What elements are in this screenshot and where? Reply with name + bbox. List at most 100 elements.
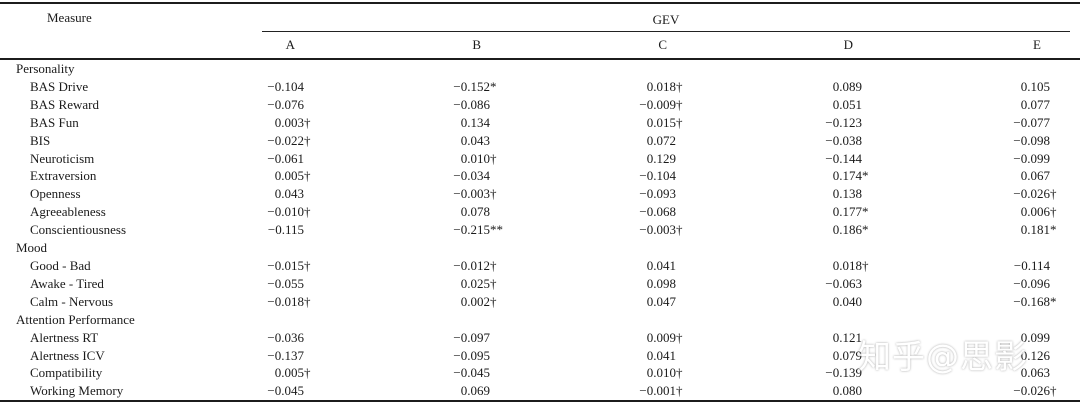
value-text: 0.069: [460, 383, 490, 399]
value-cell: −0.104: [589, 167, 753, 185]
value-text: −0.099: [1013, 150, 1050, 166]
value-text: 0.010: [460, 150, 490, 166]
value-text: −0.009: [639, 96, 676, 112]
measure-cell: Alertness ICV: [30, 347, 105, 363]
measure-cell: BAS Reward: [30, 96, 99, 112]
value-cell: 0.105: [916, 78, 1080, 96]
value-cell: 0.047: [589, 293, 753, 311]
table-row: Good - Bad −0.015† −0.012† 0.041 0.018† −0.11…: [0, 257, 1080, 275]
column-header-e: E: [916, 32, 1080, 60]
measure-cell: BAS Drive: [30, 78, 89, 94]
value-text: 0.129: [646, 150, 676, 166]
measure-cell: Compatibility: [30, 365, 103, 381]
value-cell: −0.076: [262, 96, 426, 114]
table-row: Alertness ICV −0.137 −0.095 0.041 0.079 0.126: [0, 347, 1080, 365]
value-cell: 0.077: [916, 96, 1080, 114]
value-cell: 0.002†: [460, 293, 497, 309]
header-row-groups: Measure GEV: [0, 3, 1080, 32]
section-label: Personality: [16, 61, 75, 76]
value-text: 0.003: [274, 114, 304, 130]
measure-cell: Working Memory: [30, 383, 124, 399]
column-header-d: D: [753, 32, 916, 60]
value-text: 0.018: [646, 78, 676, 94]
value-cell: −0.055: [262, 275, 426, 293]
value-cell: −0.215**: [453, 222, 503, 238]
value-cell: −0.139: [753, 364, 916, 382]
column-header-a: A: [262, 32, 426, 60]
value-cell: −0.104: [262, 78, 426, 96]
value-cell: 0.025†: [460, 275, 497, 291]
value-text: 0.080: [832, 383, 862, 399]
value-text: −0.045: [453, 365, 490, 381]
value-text: 0.063: [1020, 365, 1050, 381]
column-header-b: B: [426, 32, 589, 60]
value-cell: 0.018†: [832, 257, 869, 273]
table-row: BAS Fun 0.003† 0.134 0.015† −0.123 −0.077: [0, 114, 1080, 132]
value-text: −0.215: [453, 222, 490, 238]
value-text: 0.041: [646, 347, 676, 363]
value-cell: −0.077: [916, 114, 1080, 132]
value-cell: −0.022†: [267, 132, 311, 148]
measure-cell: Awake - Tired: [30, 275, 104, 291]
value-cell: 0.010†: [646, 365, 683, 381]
value-cell: −0.018†: [267, 293, 311, 309]
value-text: 0.134: [460, 114, 490, 130]
value-cell: 0.138: [753, 185, 916, 203]
value-text: −0.104: [267, 78, 304, 94]
value-cell: 0.009†: [646, 329, 683, 345]
value-cell: −0.123: [753, 114, 916, 132]
value-cell: 0.129: [589, 150, 753, 168]
table-row: Extraversion 0.005† −0.034 −0.104 0.174* 0.06…: [0, 167, 1080, 185]
value-text: 0.089: [832, 78, 862, 94]
value-text: −0.003: [639, 222, 676, 238]
value-cell: −0.063: [753, 275, 916, 293]
value-text: −0.018: [267, 293, 304, 309]
value-text: −0.001: [639, 383, 676, 399]
value-text: 0.121: [832, 329, 862, 345]
value-text: 0.006: [1020, 204, 1050, 220]
measure-cell: Agreeableness: [30, 204, 106, 220]
value-cell: 0.041: [589, 347, 753, 365]
value-cell: −0.137: [262, 347, 426, 365]
value-text: 0.040: [832, 293, 862, 309]
value-cell: −0.061: [262, 150, 426, 168]
value-text: −0.086: [453, 96, 490, 112]
value-cell: −0.099: [916, 150, 1080, 168]
table-header: Measure GEV A B C D E: [0, 3, 1080, 60]
value-text: −0.096: [1013, 275, 1050, 291]
value-cell: 0.079: [753, 347, 916, 365]
value-text: −0.095: [453, 347, 490, 363]
value-text: −0.123: [825, 114, 862, 130]
value-cell: 0.051: [753, 96, 916, 114]
value-cell: −0.036: [262, 329, 426, 347]
value-text: −0.010: [267, 204, 304, 220]
value-cell: 0.003†: [274, 114, 311, 130]
value-cell: 0.067: [916, 167, 1080, 185]
value-text: −0.026: [1013, 383, 1050, 399]
column-header-c: C: [589, 32, 753, 60]
value-cell: 0.040: [753, 293, 916, 311]
value-cell: 0.043: [262, 185, 426, 203]
value-text: −0.034: [453, 168, 490, 184]
measure-cell: BIS: [30, 132, 51, 148]
value-text: −0.115: [267, 222, 304, 238]
value-cell: −0.152*: [453, 78, 497, 94]
section-row: Mood: [0, 239, 1080, 257]
value-cell: −0.034: [426, 167, 589, 185]
measure-cell: Good - Bad: [30, 257, 91, 273]
value-cell: −0.001†: [639, 383, 683, 399]
value-cell: 0.005†: [274, 365, 311, 381]
value-text: −0.137: [267, 347, 304, 363]
value-cell: −0.115: [262, 221, 426, 239]
value-text: 0.078: [460, 204, 490, 220]
value-text: 0.126: [1020, 347, 1050, 363]
value-text: 0.015: [646, 114, 676, 130]
measure-cell: Alertness RT: [30, 329, 99, 345]
value-cell: 0.089: [753, 78, 916, 96]
value-text: 0.177: [832, 204, 862, 220]
table-row: BAS Reward −0.076 −0.086 −0.009† 0.051 0.077: [0, 96, 1080, 114]
value-cell: 0.043: [426, 132, 589, 150]
value-cell: −0.045: [426, 364, 589, 382]
table-row: Openness 0.043 −0.003† −0.093 0.138 −0.026†: [0, 185, 1080, 203]
measure-cell: Conscientiousness: [30, 222, 127, 238]
